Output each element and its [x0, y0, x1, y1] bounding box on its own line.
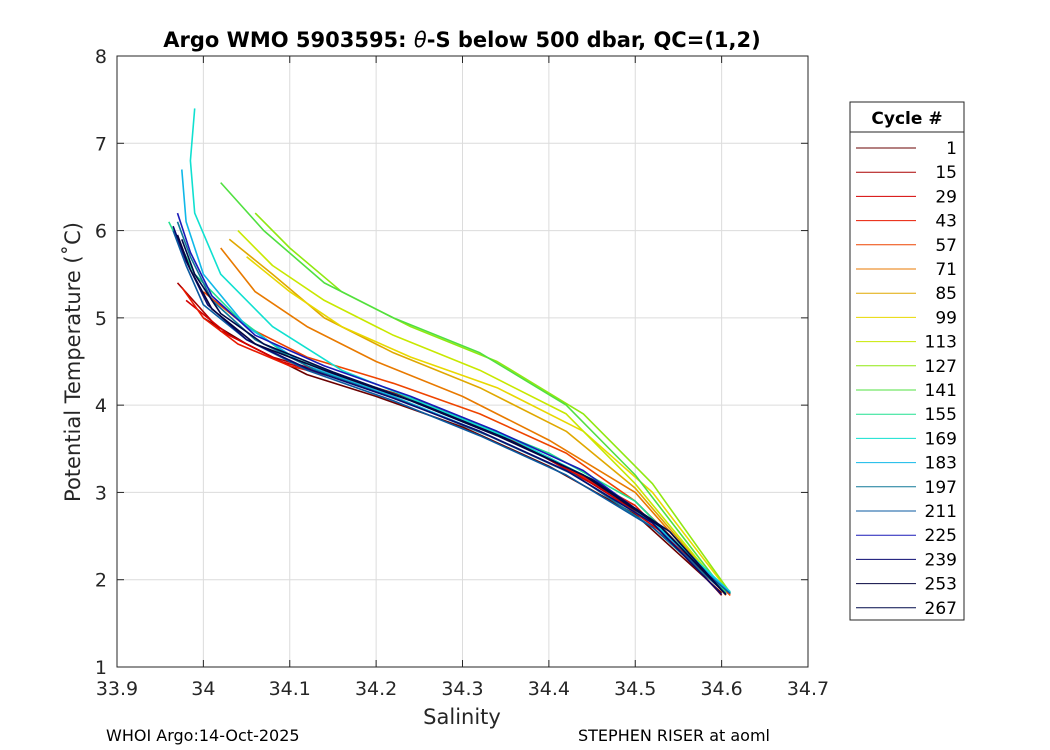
legend-label: 85 [935, 284, 957, 304]
y-tick-label: 2 [95, 570, 107, 592]
y-tick-label: 8 [95, 46, 107, 68]
y-tick-label: 4 [95, 395, 107, 417]
series-line-cycle-211 [172, 230, 731, 595]
y-axis-label: Potential Temperature (˚C) [61, 222, 85, 502]
x-tick-label: 34.3 [441, 678, 483, 700]
legend-label: 71 [935, 260, 957, 280]
legend-label: 15 [935, 163, 957, 183]
series-line-cycle-127 [254, 212, 731, 594]
footer-left: WHOI Argo:14-Oct-2025 [106, 726, 300, 745]
legend-label: 267 [925, 599, 957, 619]
series-line-cycle-197 [176, 221, 727, 595]
legend-label: 99 [935, 308, 957, 328]
footer-right: STEPHEN RISER at aoml [578, 726, 770, 745]
legend-label: 1 [946, 139, 957, 159]
legend-label: 211 [925, 502, 957, 522]
legend-label: 197 [925, 478, 957, 498]
series-line-cycle-15 [176, 282, 723, 596]
legend-label: 183 [925, 454, 957, 474]
x-tick-label: 33.9 [96, 678, 138, 700]
x-tick-label: 34.4 [528, 678, 570, 700]
x-tick-label: 34.5 [614, 678, 656, 700]
legend-label: 43 [935, 212, 957, 232]
series-line-cycle-267 [181, 239, 727, 596]
series-line-cycle-141 [220, 182, 727, 594]
series-line-cycle-113 [237, 230, 727, 595]
legend-label: 155 [925, 405, 957, 425]
series-line-cycle-85 [228, 238, 727, 596]
series-line-cycle-57 [202, 291, 731, 596]
x-tick-label: 34.2 [355, 678, 397, 700]
axis-ticks: 33.9 34 34.1 34.2 34.3 34.4 34.5 34.6 34.7123456… [95, 46, 829, 700]
data-series [168, 108, 731, 596]
legend-entries: 1 15 29 43 57 71 85 99 113 127 141 155 169 183 197 211 2… [856, 139, 957, 619]
x-tick-label: 34 [191, 678, 215, 700]
series-line-cycle-183 [181, 169, 731, 594]
legend-label: 239 [925, 550, 957, 570]
legend-label: 29 [935, 187, 957, 207]
legend-label: 113 [925, 333, 957, 353]
legend-label: 225 [925, 526, 957, 546]
x-tick-label: 34.1 [269, 678, 311, 700]
y-tick-label: 5 [95, 308, 107, 330]
chart-title: Argo WMO 5903595: θ-S below 500 dbar, QC… [163, 28, 760, 52]
legend-box [849, 101, 965, 621]
legend-label: 253 [925, 575, 957, 595]
x-axis-label: Salinity [423, 705, 501, 729]
y-tick-label: 1 [95, 657, 107, 679]
x-tick-label: 34.7 [787, 678, 829, 700]
series-line-cycle-71 [220, 247, 727, 596]
legend-label: 169 [925, 429, 957, 449]
y-tick-label: 6 [95, 221, 107, 243]
series-line-cycle-253 [176, 234, 727, 596]
legend-label: 141 [925, 381, 957, 401]
x-tick-label: 34.6 [700, 678, 742, 700]
series-line-cycle-99 [246, 256, 731, 595]
legend-title: Cycle # [871, 109, 942, 129]
legend-label: 57 [935, 236, 957, 256]
legend: Cycle # 1 15 29 43 57 71 85 99 113 127 141 155 169 18… [849, 101, 965, 621]
y-tick-label: 3 [95, 482, 107, 504]
series-line-cycle-155 [168, 221, 727, 594]
series-line-cycle-43 [181, 286, 723, 596]
legend-label: 127 [925, 357, 957, 377]
y-tick-label: 7 [95, 133, 107, 155]
